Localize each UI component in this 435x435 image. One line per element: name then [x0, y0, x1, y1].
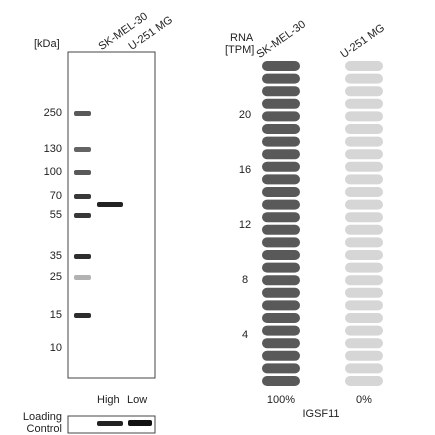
loading-band [128, 420, 152, 426]
rna-pill [262, 250, 300, 260]
rna-pill [345, 111, 383, 122]
marker-label: 15 [50, 309, 62, 321]
ladder-band [74, 111, 91, 116]
rna-axis-label: [TPM] [225, 44, 254, 56]
rna-pill [345, 224, 383, 235]
rna-pill [345, 187, 383, 197]
rna-pill [262, 124, 300, 134]
rna-pill [262, 275, 300, 286]
ladder-band [74, 147, 91, 152]
rna-pill [345, 124, 383, 134]
rna-pill [345, 149, 383, 160]
marker-label: 100 [44, 166, 62, 178]
marker-label: 250 [44, 107, 62, 119]
rna-tick-label: 8 [242, 274, 248, 286]
rna-pill [262, 136, 300, 147]
rna-pill [345, 250, 383, 260]
marker-label: 130 [44, 143, 62, 155]
rna-pill [262, 224, 300, 235]
rna-pill [345, 136, 383, 147]
rna-pill [262, 287, 300, 298]
marker-label: 25 [50, 271, 62, 283]
rna-pill [262, 86, 300, 97]
rna-pill [345, 237, 383, 248]
sample-label: U-251 MG [339, 22, 387, 61]
rna-pill [345, 325, 383, 336]
marker-label: 35 [50, 250, 62, 262]
loading-band [97, 421, 123, 426]
rna-pill [345, 287, 383, 298]
rna-tick-label: 12 [239, 219, 251, 231]
rna-pill [345, 212, 383, 223]
loading-label: Control [27, 423, 62, 435]
rna-pill [262, 212, 300, 223]
rna-axis-label: RNA [230, 32, 254, 44]
rna-pill [262, 262, 300, 273]
ladder-band [74, 213, 91, 218]
ladder-band [74, 170, 91, 175]
rna-pill [345, 199, 383, 210]
sample-band [97, 202, 123, 207]
rna-pill [345, 86, 383, 97]
level-label: Low [127, 394, 147, 406]
rna-pill [345, 98, 383, 109]
rna-tick-label: 4 [242, 329, 248, 341]
rna-pill [345, 363, 383, 374]
rna-pill [262, 350, 300, 361]
ladder-band [74, 194, 91, 199]
rna-pill [262, 149, 300, 160]
gene-label: IGSF11 [302, 408, 339, 420]
rna-tick-label: 20 [239, 109, 251, 121]
rna-pill [262, 73, 300, 84]
level-label: High [97, 394, 120, 406]
ladder-band [74, 313, 91, 318]
rna-pill [262, 376, 300, 386]
rna-pill [262, 199, 300, 210]
rna-pill [345, 313, 383, 323]
rna-pill [345, 350, 383, 361]
loading-label: Loading [23, 411, 62, 423]
marker-label: 10 [50, 342, 62, 354]
rna-pill [262, 187, 300, 197]
rna-pill [262, 338, 300, 349]
marker-label: 55 [50, 209, 62, 221]
percent-label: 0% [356, 394, 372, 406]
rna-pill [345, 376, 383, 386]
rna-pill [262, 237, 300, 248]
sample-label: SK-MEL-30 [255, 18, 308, 60]
rna-pill [345, 338, 383, 349]
rna-tick-label: 16 [239, 164, 251, 176]
ladder-band [74, 275, 91, 280]
rna-pill [262, 363, 300, 374]
marker-label: 70 [50, 190, 62, 202]
percent-label: 100% [267, 394, 295, 406]
rna-pill [262, 61, 300, 71]
rna-pill [345, 73, 383, 84]
unit-label: [kDa] [34, 38, 60, 50]
ladder-band [74, 254, 91, 259]
rna-pill [345, 61, 383, 71]
rna-pill [345, 275, 383, 286]
rna-pill [345, 174, 383, 185]
rna-pill [345, 262, 383, 273]
rna-pill [262, 161, 300, 172]
rna-pill [262, 111, 300, 122]
rna-pill [262, 313, 300, 323]
rna-pill [262, 325, 300, 336]
rna-pill [262, 98, 300, 109]
rna-pill [262, 174, 300, 185]
rna-pill [345, 300, 383, 311]
rna-pill [345, 161, 383, 172]
rna-pill [262, 300, 300, 311]
